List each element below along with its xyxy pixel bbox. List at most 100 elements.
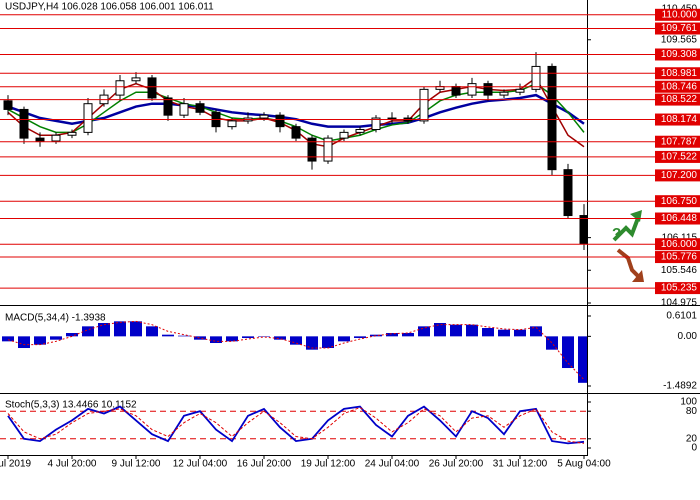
macd-bar xyxy=(434,323,446,337)
level-label: 106.750 xyxy=(661,196,698,207)
macd-bar xyxy=(194,336,206,340)
candle-body xyxy=(499,91,509,96)
y-tick-label: -1.4892 xyxy=(663,381,697,392)
macd-bar xyxy=(370,334,382,337)
candle-body xyxy=(307,137,317,162)
y-tick-label: 0 xyxy=(691,443,697,454)
level-box xyxy=(655,48,700,61)
macd-bar xyxy=(338,336,350,342)
y-tick-label: 20 xyxy=(686,433,698,444)
candle-body xyxy=(35,137,45,142)
macd-bar xyxy=(354,336,366,339)
macd-bar xyxy=(514,329,526,337)
macd-bar xyxy=(258,336,270,337)
indicator-line xyxy=(7,405,585,445)
level-box xyxy=(655,238,700,251)
candle-body xyxy=(515,88,525,93)
candle-body xyxy=(451,85,461,96)
level-label: 106.448 xyxy=(661,213,698,224)
macd-bar xyxy=(178,335,190,337)
candle-body xyxy=(227,120,237,128)
level-label: 107.522 xyxy=(661,152,698,163)
candle-body xyxy=(467,83,477,96)
level-box xyxy=(655,135,700,148)
level-box xyxy=(655,195,700,208)
candle-body xyxy=(259,114,269,119)
level-box xyxy=(655,67,700,80)
indicator-line xyxy=(7,406,585,444)
y-tick-label: 0.6101 xyxy=(666,311,697,322)
macd-bar xyxy=(578,336,587,383)
y-tick-label: 105.546 xyxy=(661,265,698,276)
level-box xyxy=(655,93,700,106)
level-label: 106.000 xyxy=(661,239,698,250)
level-label: 105.776 xyxy=(661,252,698,263)
level-box xyxy=(655,113,700,126)
level-label: 109.308 xyxy=(661,49,698,60)
macd-bar xyxy=(242,336,254,339)
macd-bar xyxy=(50,336,62,340)
x-tick-label: 2 Jul 2019 xyxy=(0,459,32,470)
level-label: 108.746 xyxy=(661,81,698,92)
level-label: 108.522 xyxy=(661,94,698,105)
macd-bar xyxy=(226,336,238,342)
chart-title: USDJPY,H4 106.028 106.058 106.001 106.01… xyxy=(5,2,214,13)
candle-body xyxy=(419,88,429,122)
level-box xyxy=(655,212,700,225)
x-tick-label: 31 Jul 12:00 xyxy=(493,459,548,470)
x-tick-label: 12 Jul 04:00 xyxy=(173,459,228,470)
x-tick-label: 16 Jul 20:00 xyxy=(237,459,292,470)
candle-body xyxy=(163,97,173,116)
question-mark: ? xyxy=(612,225,621,242)
level-label: 107.787 xyxy=(661,136,698,147)
level-label: 108.174 xyxy=(661,114,698,125)
candle-body xyxy=(387,117,397,120)
x-tick-label: 24 Jul 04:00 xyxy=(365,459,420,470)
macd-bar xyxy=(450,324,462,337)
y-tick-label: 106.115 xyxy=(662,232,698,243)
y-tick-label: 80 xyxy=(686,406,698,417)
macd-bar xyxy=(482,328,494,337)
x-tick-label: 5 Aug 04:00 xyxy=(557,459,611,470)
macd-bar xyxy=(530,326,542,337)
level-label: 108.981 xyxy=(661,68,698,79)
frame xyxy=(0,0,700,456)
candle-body xyxy=(83,103,93,133)
candle-body xyxy=(19,108,29,139)
candle-body xyxy=(339,131,349,139)
level-box xyxy=(655,251,700,264)
y-tick-label: 100 xyxy=(680,397,697,408)
candle-body xyxy=(355,129,365,133)
level-label: 110.000 xyxy=(662,9,698,20)
candle-body xyxy=(547,65,557,171)
y-tick-label: 0.00 xyxy=(678,331,698,342)
macd-bar xyxy=(466,324,478,337)
candle-body xyxy=(51,134,61,142)
y-tick-label: 104.975 xyxy=(661,298,698,309)
macd-bar xyxy=(2,336,14,342)
macd-bar xyxy=(290,336,302,345)
candle-body xyxy=(371,117,381,131)
candle-body xyxy=(579,215,587,245)
x-tick-label: 4 Jul 20:00 xyxy=(48,459,97,470)
candle-body xyxy=(147,77,157,99)
panel xyxy=(2,320,587,383)
candle-body xyxy=(115,80,125,96)
macd-bar xyxy=(18,336,30,349)
level-box xyxy=(655,22,700,35)
stoch-title: Stoch(5,3,3) 13.4466 10.1152 xyxy=(5,400,137,411)
candle-body xyxy=(483,83,493,96)
macd-bar xyxy=(66,333,78,337)
macd-bar xyxy=(114,321,126,337)
macd-bar xyxy=(130,321,142,337)
x-tick-label: 26 Jul 20:00 xyxy=(429,459,484,470)
macd-bar xyxy=(322,336,334,349)
level-label: 105.235 xyxy=(661,283,698,294)
macd-bar xyxy=(98,323,110,337)
level-box xyxy=(655,282,700,295)
macd-bar xyxy=(34,336,46,345)
macd-bar xyxy=(498,329,510,337)
level-label: 107.200 xyxy=(661,170,698,181)
